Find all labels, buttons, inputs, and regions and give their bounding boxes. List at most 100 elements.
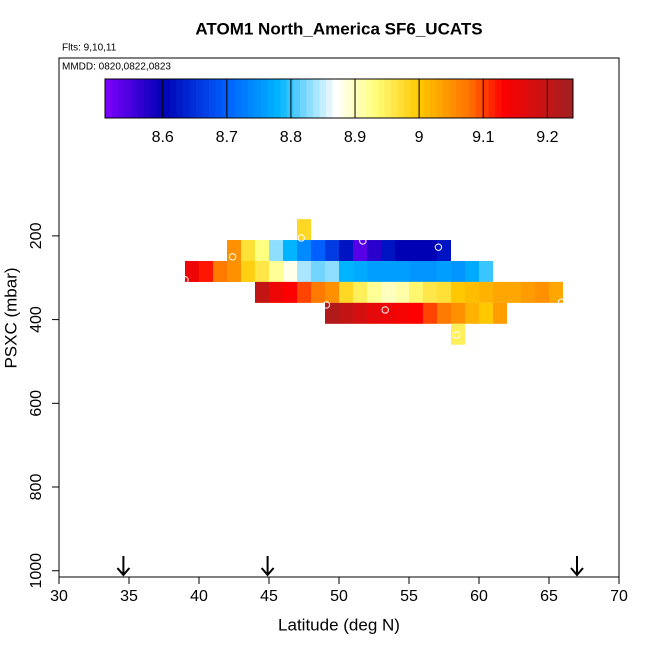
heat-cell: [325, 281, 339, 303]
colorbar-tick-label: 8.7: [216, 129, 238, 146]
heat-cell: [353, 302, 367, 324]
colorbar-tick-label: 9.1: [472, 129, 494, 146]
colorbar-swatch: [300, 79, 307, 118]
heat-cell: [437, 260, 451, 282]
heat-cell: [395, 260, 409, 282]
sample-point: [381, 306, 389, 314]
sample-point: [322, 301, 331, 309]
x-tick-label: 35: [120, 588, 138, 605]
x-tick-label: 30: [50, 588, 68, 605]
heat-cell: [367, 260, 381, 282]
heat-cell: [353, 260, 367, 282]
annotation: MMDD: 0820,0822,0823: [62, 62, 171, 73]
colorbar-swatch: [254, 79, 262, 118]
colorbar-swatch: [267, 79, 275, 118]
x-tick-label: 40: [190, 588, 208, 605]
heat-cell: [255, 281, 269, 303]
heat-cell: [381, 240, 395, 262]
flight-arrow: [116, 556, 131, 577]
heat-cell: [283, 260, 297, 282]
heat-cell: [479, 302, 493, 324]
heat-cell: [367, 240, 381, 262]
colorbar-swatch: [443, 79, 450, 118]
heat-cell: [185, 260, 199, 282]
heat-cell: [395, 240, 409, 262]
colorbar-swatch: [566, 79, 574, 118]
sample-point: [228, 253, 237, 261]
heat-cell: [395, 281, 409, 303]
colorbar-swatch: [326, 79, 333, 118]
x-tick-label: 50: [330, 588, 348, 605]
x-tick-label: 65: [540, 588, 558, 605]
sample-point: [557, 298, 566, 306]
heat-cell: [199, 260, 213, 282]
heat-cell: [437, 281, 451, 303]
heat-cell: [339, 260, 353, 282]
colorbar-swatch: [202, 79, 210, 118]
heat-cell: [353, 240, 367, 262]
chart-title: ATOM1 North_America SF6_UCATS: [195, 19, 482, 38]
colorbar-swatch: [397, 79, 405, 118]
colorbar-swatch: [547, 79, 554, 118]
heat-cell: [297, 260, 311, 282]
heat-cell: [507, 281, 521, 303]
heat-cell: [451, 323, 465, 345]
heat-cell: [549, 281, 563, 303]
heat-cell: [535, 281, 549, 303]
colorbar-tick-label: 8.9: [344, 129, 366, 146]
heat-cell: [395, 302, 409, 324]
colorbar-swatch: [222, 79, 229, 118]
colorbar-swatch: [261, 79, 268, 118]
colorbar-tick-label: 8.6: [152, 129, 174, 146]
heat-cell: [311, 281, 325, 303]
heat-cell: [381, 302, 395, 324]
sample-point: [452, 331, 461, 339]
x-tick-label: 45: [260, 588, 278, 605]
heat-cell: [437, 240, 451, 262]
heat-cell: [437, 302, 451, 324]
heat-cell: [451, 302, 465, 324]
heat-cell: [367, 302, 381, 324]
colorbar-swatch: [209, 79, 216, 118]
heat-cell: [423, 240, 437, 262]
colorbar-swatch: [319, 79, 327, 118]
heat-cell: [241, 240, 255, 262]
colorbar-swatch: [482, 79, 489, 118]
heat-cell: [493, 281, 507, 303]
heat-cell: [479, 281, 493, 303]
colorbar-swatch: [371, 79, 379, 118]
heat-cell: [423, 281, 437, 303]
colorbar-swatch: [391, 79, 398, 118]
colorbar-swatch: [248, 79, 255, 118]
colorbar-swatch: [345, 79, 353, 118]
colorbar-swatch: [157, 79, 164, 118]
x-tick-label: 55: [400, 588, 418, 605]
heat-cell: [479, 260, 493, 282]
colorbar-swatch: [306, 79, 314, 118]
sample-point: [359, 237, 367, 245]
colorbar-swatch: [144, 79, 151, 118]
heat-cell: [521, 281, 535, 303]
heat-cell: [367, 281, 381, 303]
colorbar-swatch: [280, 79, 288, 118]
heat-cell: [269, 260, 283, 282]
flight-arrow: [260, 556, 275, 577]
sample-point: [181, 276, 189, 284]
colorbar-swatch: [189, 79, 197, 118]
colorbar-swatch: [462, 79, 470, 118]
y-tick-label: 400: [28, 306, 45, 333]
colorbar-swatch: [521, 79, 528, 118]
y-tick-label: 1000: [28, 553, 45, 589]
colorbar-tick-label: 9: [415, 129, 424, 146]
heat-cell: [297, 281, 311, 303]
heat-cell: [409, 260, 423, 282]
heat-cell: [339, 281, 353, 303]
colorbar-swatch: [163, 79, 171, 118]
colorbar-swatch: [358, 79, 366, 118]
colorbar-swatch: [384, 79, 392, 118]
colorbar-swatch: [131, 79, 138, 118]
heat-cell: [241, 260, 255, 282]
heat-cell: [465, 281, 479, 303]
plot-frame: [58, 57, 620, 578]
